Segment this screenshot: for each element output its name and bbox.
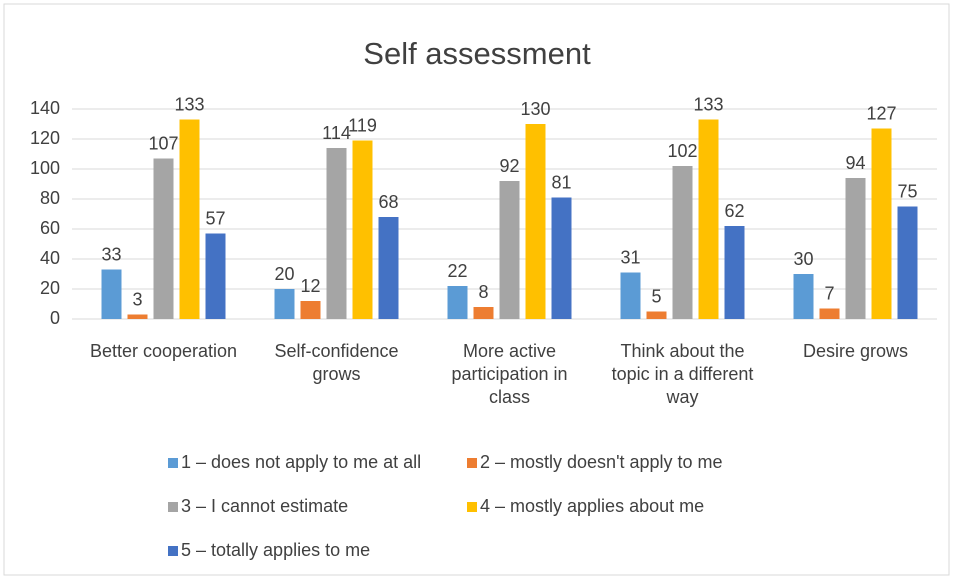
y-tick-label: 60 <box>40 218 60 238</box>
bar <box>205 233 226 319</box>
bar <box>793 274 814 319</box>
data-label: 81 <box>551 172 571 192</box>
bar <box>646 311 667 319</box>
legend-swatch <box>467 458 477 468</box>
bar <box>153 158 174 319</box>
y-tick-label: 120 <box>30 128 60 148</box>
bar <box>101 269 122 319</box>
data-label: 114 <box>322 123 351 143</box>
y-tick-label: 20 <box>40 278 60 298</box>
bar <box>300 301 321 319</box>
data-label: 8 <box>478 282 488 302</box>
data-label: 133 <box>693 94 723 114</box>
data-label: 12 <box>300 276 320 296</box>
bar <box>127 314 148 319</box>
data-label: 30 <box>793 249 813 269</box>
data-label: 33 <box>101 244 121 264</box>
data-label: 20 <box>274 264 294 284</box>
legend-swatch <box>168 502 178 512</box>
bar <box>499 181 520 319</box>
data-label: 130 <box>520 99 550 119</box>
bar <box>473 307 494 319</box>
legend-swatch <box>467 502 477 512</box>
bar <box>698 119 719 319</box>
legend-label: 2 – mostly doesn't apply to me <box>480 452 723 472</box>
y-tick-label: 80 <box>40 188 60 208</box>
bar <box>819 308 840 319</box>
legend-label: 5 – totally applies to me <box>181 540 370 560</box>
y-tick-label: 0 <box>50 308 60 328</box>
y-tick-label: 140 <box>30 98 60 118</box>
x-tick-label: Desire grows <box>802 341 909 361</box>
data-label: 57 <box>205 208 225 228</box>
bar <box>179 119 200 319</box>
data-label: 75 <box>897 181 917 201</box>
bar <box>274 289 295 319</box>
bar <box>525 124 546 319</box>
bar <box>352 140 373 319</box>
legend-label: 4 – mostly applies about me <box>480 496 704 516</box>
data-label: 68 <box>378 192 398 212</box>
x-tick-label: Self-confidence grows <box>274 341 399 384</box>
data-label: 133 <box>174 94 204 114</box>
x-tick-label: Better cooperation <box>89 341 238 361</box>
bar <box>845 178 866 319</box>
bar <box>871 128 892 319</box>
data-label: 119 <box>348 115 377 135</box>
chart-title: Self assessment <box>363 36 591 71</box>
bar <box>672 166 693 319</box>
bar <box>378 217 399 319</box>
legend-label: 3 – I cannot estimate <box>181 496 348 516</box>
x-tick-label: Think about the topic in a different way <box>611 341 754 407</box>
legend-swatch <box>168 546 178 556</box>
legend-label: 1 – does not apply to me at all <box>181 452 421 472</box>
data-label: 94 <box>845 153 865 173</box>
data-label: 92 <box>499 156 519 176</box>
bar <box>551 197 572 319</box>
bar <box>447 286 468 319</box>
legend-swatch <box>168 458 178 468</box>
data-label: 7 <box>824 283 834 303</box>
bar <box>897 206 918 319</box>
x-tick-label: More active participation in class <box>451 341 568 407</box>
data-label: 127 <box>866 103 896 123</box>
bar <box>620 272 641 319</box>
data-label: 31 <box>620 247 640 267</box>
data-label: 107 <box>148 133 178 153</box>
y-tick-label: 40 <box>40 248 60 268</box>
data-label: 3 <box>132 289 142 309</box>
data-label: 102 <box>667 141 697 161</box>
data-label: 5 <box>651 286 661 306</box>
bar <box>724 226 745 319</box>
bar <box>326 148 347 319</box>
y-tick-label: 100 <box>30 158 60 178</box>
data-label: 22 <box>447 261 467 281</box>
data-label: 62 <box>724 201 744 221</box>
